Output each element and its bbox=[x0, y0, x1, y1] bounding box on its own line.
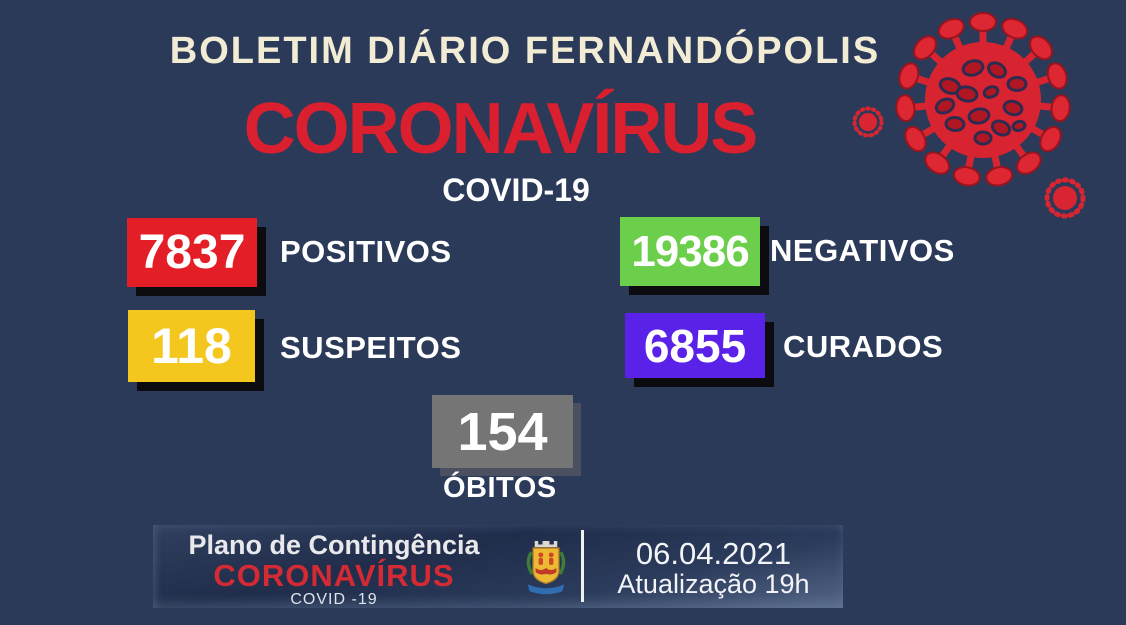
small-virus-icon bbox=[852, 106, 884, 138]
page-title: BOLETIM DIÁRIO FERNANDÓPOLIS bbox=[169, 30, 881, 72]
curados-value-box: 6855 bbox=[625, 313, 765, 378]
obitos-value-box: 154 bbox=[432, 395, 573, 468]
suspeitos-value: 118 bbox=[151, 318, 232, 374]
coronavirus-icon bbox=[852, 12, 1086, 219]
obitos-value: 154 bbox=[457, 401, 548, 462]
negativos-value: 19386 bbox=[631, 226, 749, 276]
plan-coronavirus-title: CORONAVÍRUS bbox=[213, 558, 455, 593]
suspeitos-label: SUSPEITOS bbox=[280, 330, 462, 365]
update-info-block: 06.04.2021 Atualização 19h bbox=[584, 537, 843, 599]
contingency-plan-banner: Plano de Contingência CORONAVÍRUS COVID … bbox=[153, 525, 843, 608]
curados-label: CURADOS bbox=[783, 329, 944, 364]
plan-covid-label: COVID -19 bbox=[290, 591, 378, 608]
update-time: Atualização 19h bbox=[617, 569, 810, 599]
negativos-label: NEGATIVOS bbox=[770, 233, 955, 268]
positivos-label: POSITIVOS bbox=[280, 234, 452, 269]
plan-title: Plano de Contingência bbox=[188, 530, 480, 560]
city-crest-icon bbox=[526, 541, 566, 595]
negativos-value-box: 19386 bbox=[620, 217, 760, 286]
obitos-label: ÓBITOS bbox=[443, 472, 557, 504]
positivos-value-box: 7837 bbox=[127, 218, 257, 287]
main-title: CORONAVÍRUS bbox=[243, 89, 759, 169]
banner-divider bbox=[581, 530, 584, 602]
small-virus-icon bbox=[1044, 177, 1086, 219]
curados-value: 6855 bbox=[643, 319, 747, 372]
suspeitos-value-box: 118 bbox=[128, 310, 255, 382]
large-virus bbox=[894, 12, 1072, 189]
positivos-value: 7837 bbox=[138, 226, 246, 279]
bulletin-date: 06.04.2021 bbox=[635, 536, 792, 571]
plan-text-block: Plano de Contingência CORONAVÍRUS COVID … bbox=[153, 530, 515, 609]
covid-subtitle: COVID-19 bbox=[442, 172, 590, 208]
